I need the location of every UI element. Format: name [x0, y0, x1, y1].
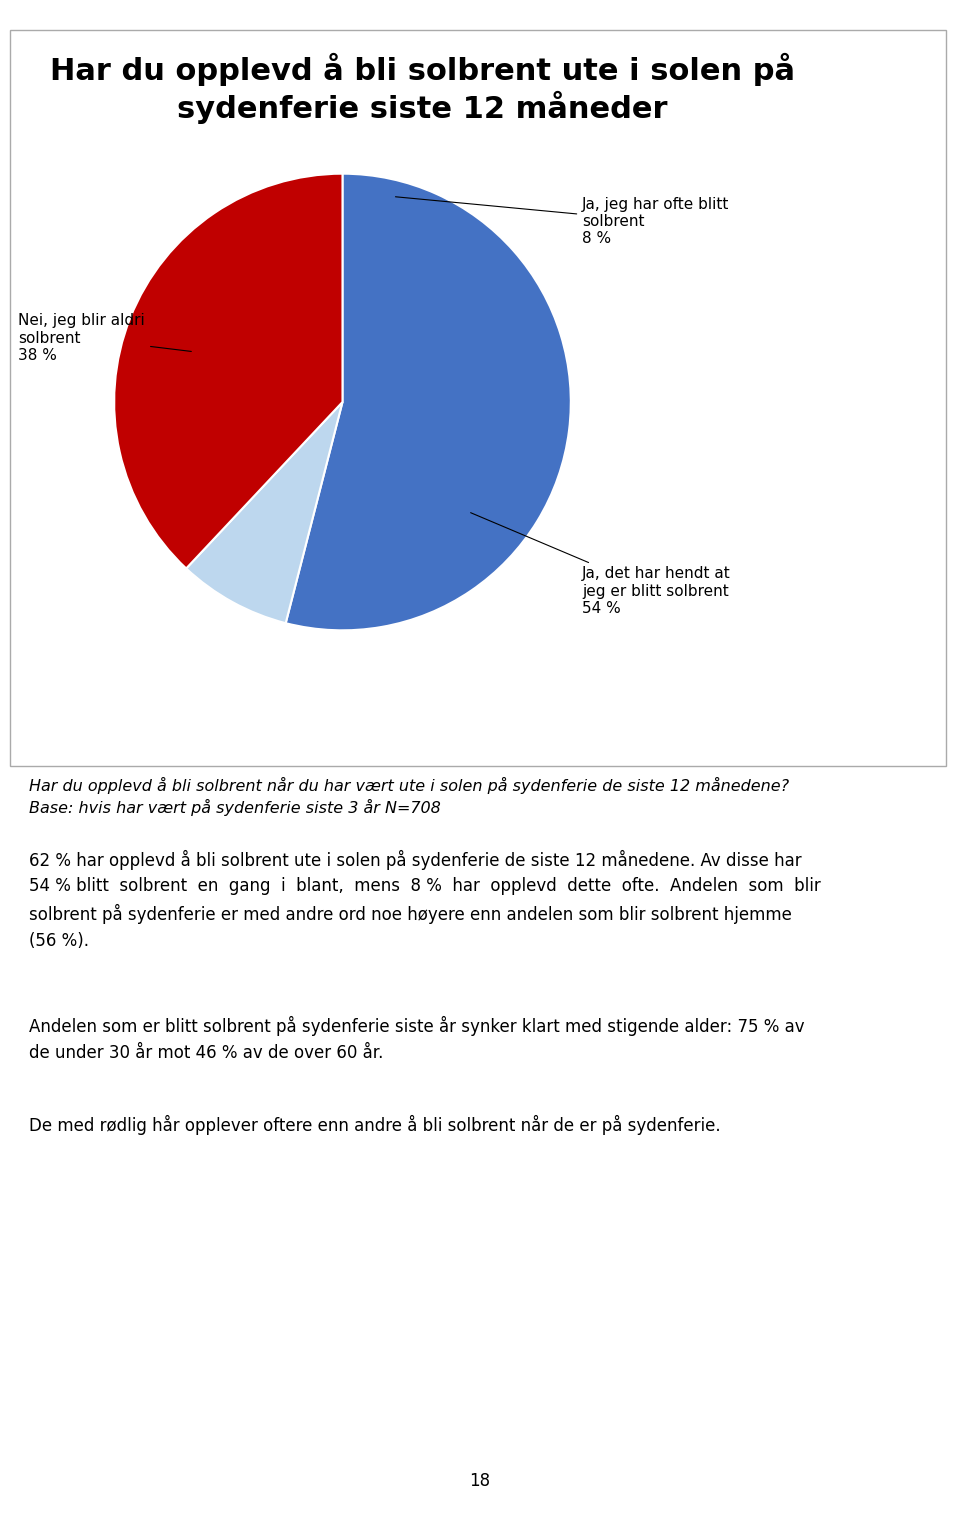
Text: Ja, det har hendt at
jeg er blitt solbrent
54 %: Ja, det har hendt at jeg er blitt solbre…	[470, 513, 731, 616]
Wedge shape	[286, 173, 571, 631]
Text: 18: 18	[469, 1471, 491, 1490]
Wedge shape	[186, 402, 343, 623]
Text: Nei, jeg blir aldri
solbrent
38 %: Nei, jeg blir aldri solbrent 38 %	[18, 313, 191, 363]
Wedge shape	[114, 173, 343, 569]
Text: Base: hvis har vært på sydenferie siste 3 år N=708: Base: hvis har vært på sydenferie siste …	[29, 799, 441, 816]
Text: Andelen som er blitt solbrent på sydenferie siste år synker klart med stigende a: Andelen som er blitt solbrent på sydenfe…	[29, 1016, 804, 1062]
Text: 62 % har opplevd å bli solbrent ute i solen på sydenferie de siste 12 månedene. : 62 % har opplevd å bli solbrent ute i so…	[29, 850, 821, 950]
Text: Har du opplevd å bli solbrent ute i solen på: Har du opplevd å bli solbrent ute i sole…	[50, 53, 795, 86]
Text: Har du opplevd å bli solbrent når du har vært ute i solen på sydenferie de siste: Har du opplevd å bli solbrent når du har…	[29, 777, 789, 793]
Text: sydenferie siste 12 måneder: sydenferie siste 12 måneder	[178, 91, 667, 124]
Text: De med rødlig hår opplever oftere enn andre å bli solbrent når de er på sydenfer: De med rødlig hår opplever oftere enn an…	[29, 1115, 720, 1135]
Text: Ja, jeg har ofte blitt
solbrent
8 %: Ja, jeg har ofte blitt solbrent 8 %	[396, 197, 730, 246]
